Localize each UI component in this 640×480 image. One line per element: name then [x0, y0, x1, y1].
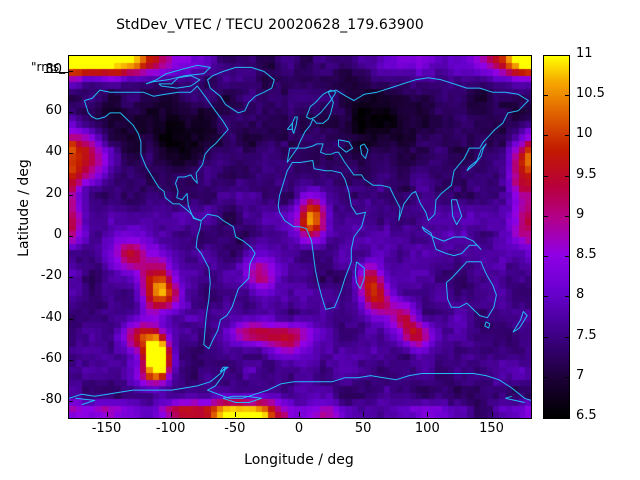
colorbar-tick-label: 9: [576, 206, 585, 222]
y-tick-label: -40: [40, 309, 62, 325]
colorbar-tick-mark: [565, 175, 570, 177]
y-tick-label: 40: [45, 144, 62, 160]
y-tick-label: 0: [53, 227, 62, 242]
colorbar-tick-mark: [565, 215, 570, 217]
colorbar-tick-mark: [543, 376, 548, 378]
colorbar-tick-label: 11: [576, 46, 593, 61]
colorbar: [543, 55, 570, 419]
y-tick-label: -60: [40, 351, 62, 367]
colorbar-tick-mark: [543, 135, 548, 137]
y-tick-mark: [68, 236, 73, 237]
colorbar-tick-mark: [543, 55, 548, 56]
colorbar-tick-label: 7: [576, 367, 585, 383]
colorbar-tick-label: 10.5: [576, 86, 605, 102]
x-tick-label: 50: [354, 421, 372, 436]
colorbar-tick-mark: [543, 336, 548, 338]
y-tick-label: 80: [45, 61, 62, 77]
colorbar-tick-mark: [565, 417, 570, 418]
x-tick-label: 100: [414, 421, 440, 436]
y-tick-mark: [68, 318, 73, 320]
plot-key-label: "rms_: [31, 60, 66, 74]
plot-key-line: [44, 72, 68, 73]
y-tick-mark: [68, 153, 73, 155]
chart-title: StdDev_VTEC / TECU 20020628_179.63900: [116, 17, 424, 33]
x-tick-mark: [427, 412, 429, 417]
y-tick-mark: [68, 277, 73, 279]
colorbar-tick-mark: [565, 336, 570, 338]
colorbar-tick-mark: [543, 215, 548, 217]
colorbar-tick-mark: [565, 376, 570, 378]
y-tick-mark: [68, 70, 73, 72]
colorbar-tick-mark: [565, 135, 570, 137]
colorbar-tick-mark: [543, 175, 548, 177]
x-tick-label: 150: [479, 421, 504, 436]
heatmap-plot-area: [68, 55, 532, 419]
colorbar-tick-mark: [565, 95, 570, 97]
y-axis-label: Latitude / deg: [16, 159, 32, 257]
colorbar-tick-label: 6.5: [576, 408, 597, 423]
y-tick-label: -80: [40, 392, 62, 408]
colorbar-gradient: [544, 56, 569, 418]
colorbar-tick-mark: [565, 256, 570, 258]
x-tick-label: -150: [91, 421, 122, 436]
x-tick-mark: [363, 412, 365, 417]
colorbar-tick-label: 7.5: [576, 327, 597, 343]
colorbar-tick-label: 10: [576, 126, 593, 142]
y-tick-label: 20: [45, 185, 62, 201]
colorbar-tick-mark: [543, 256, 548, 258]
colorbar-tick-label: 8: [576, 287, 585, 303]
y-tick-label: -20: [40, 268, 62, 284]
colorbar-tick-label: 8.5: [576, 247, 597, 263]
x-tick-mark: [234, 412, 236, 417]
y-tick-mark: [68, 111, 73, 113]
colorbar-tick-label: 9.5: [576, 166, 597, 182]
colorbar-tick-mark: [565, 55, 570, 56]
x-tick-label: -50: [224, 421, 246, 436]
x-tick-mark: [299, 412, 300, 417]
y-tick-mark: [68, 194, 73, 196]
y-tick-label: 60: [45, 102, 62, 118]
x-axis-label: Longitude / deg: [244, 452, 354, 468]
colorbar-tick-mark: [543, 95, 548, 97]
x-tick-mark: [106, 412, 108, 417]
y-tick-mark: [68, 401, 73, 403]
x-tick-mark: [170, 412, 172, 417]
x-tick-label: 0: [294, 421, 304, 436]
y-tick-mark: [68, 360, 73, 362]
colorbar-tick-mark: [543, 417, 548, 418]
x-tick-mark: [491, 412, 493, 417]
x-tick-label: -100: [155, 421, 186, 436]
colorbar-tick-mark: [543, 296, 548, 298]
coastline-overlay: [69, 64, 531, 406]
colorbar-tick-mark: [565, 296, 570, 298]
